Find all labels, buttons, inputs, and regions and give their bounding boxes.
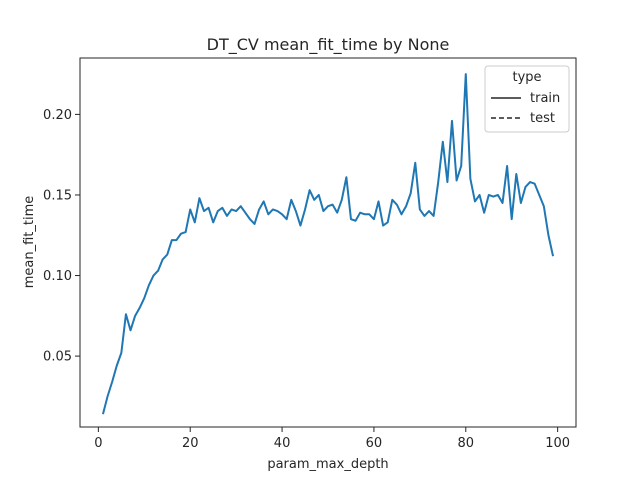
x-tick-label: 60 [366, 436, 383, 451]
y-axis-label: mean_fit_time [22, 196, 37, 289]
x-tick-label: 80 [458, 436, 475, 451]
y-tick-label: 0.05 [43, 350, 72, 365]
x-tick-label: 100 [545, 436, 570, 451]
legend-label-test: test [530, 111, 555, 126]
x-axis-label: param_max_depth [267, 457, 388, 472]
x-axis-ticks: 0 20 40 60 80 100 [94, 427, 570, 451]
y-tick-label: 0.15 [43, 188, 72, 203]
y-tick-label: 0.20 [43, 108, 72, 123]
series-line-train [101, 73, 555, 415]
legend-box [484, 65, 570, 133]
x-tick-label: 40 [274, 436, 291, 451]
legend: type train test [484, 65, 570, 133]
y-tick-label: 0.10 [43, 269, 72, 284]
y-axis-ticks: 0.05 0.10 0.15 0.20 [43, 108, 80, 365]
legend-title: type [512, 70, 541, 85]
x-tick-label: 20 [182, 436, 199, 451]
chart-title: DT_CV mean_fit_time by None [207, 35, 450, 55]
x-tick-label: 0 [94, 436, 102, 451]
legend-label-train: train [530, 91, 560, 106]
